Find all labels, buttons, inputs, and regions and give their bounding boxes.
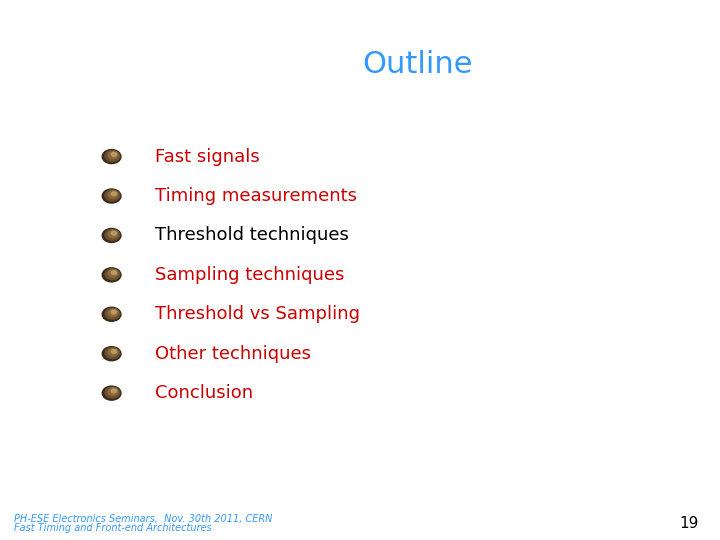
Circle shape <box>108 388 118 395</box>
Circle shape <box>102 228 121 242</box>
Circle shape <box>112 310 117 314</box>
Circle shape <box>108 270 118 277</box>
Circle shape <box>102 150 121 164</box>
Text: Fast Timing and Front-end Architectures: Fast Timing and Front-end Architectures <box>14 523 212 533</box>
Circle shape <box>112 192 117 195</box>
Text: Threshold vs Sampling: Threshold vs Sampling <box>155 305 360 323</box>
Circle shape <box>105 230 120 240</box>
Circle shape <box>108 309 118 316</box>
Circle shape <box>102 347 121 361</box>
Circle shape <box>108 349 118 356</box>
Circle shape <box>112 349 117 353</box>
Circle shape <box>108 191 118 198</box>
Circle shape <box>102 268 121 282</box>
Circle shape <box>112 231 117 235</box>
Circle shape <box>105 387 120 398</box>
Circle shape <box>105 190 120 201</box>
Circle shape <box>105 308 120 319</box>
Text: Conclusion: Conclusion <box>155 384 253 402</box>
Text: 19: 19 <box>679 516 698 531</box>
Circle shape <box>105 348 120 359</box>
Circle shape <box>102 307 121 321</box>
Circle shape <box>112 152 117 156</box>
Text: Fast signals: Fast signals <box>155 147 259 166</box>
Text: Timing measurements: Timing measurements <box>155 187 357 205</box>
Text: Other techniques: Other techniques <box>155 345 311 363</box>
Circle shape <box>105 269 120 280</box>
Circle shape <box>105 151 120 161</box>
Text: PH-ESE Electronics Seminars,  Nov. 30th 2011, CERN: PH-ESE Electronics Seminars, Nov. 30th 2… <box>14 515 273 524</box>
Text: Outline: Outline <box>362 50 473 79</box>
Circle shape <box>102 189 121 203</box>
Text: Threshold techniques: Threshold techniques <box>155 226 348 245</box>
Circle shape <box>108 152 118 159</box>
Text: Sampling techniques: Sampling techniques <box>155 266 344 284</box>
Circle shape <box>102 386 121 400</box>
Circle shape <box>112 389 117 393</box>
Circle shape <box>112 271 117 274</box>
Circle shape <box>108 231 118 238</box>
